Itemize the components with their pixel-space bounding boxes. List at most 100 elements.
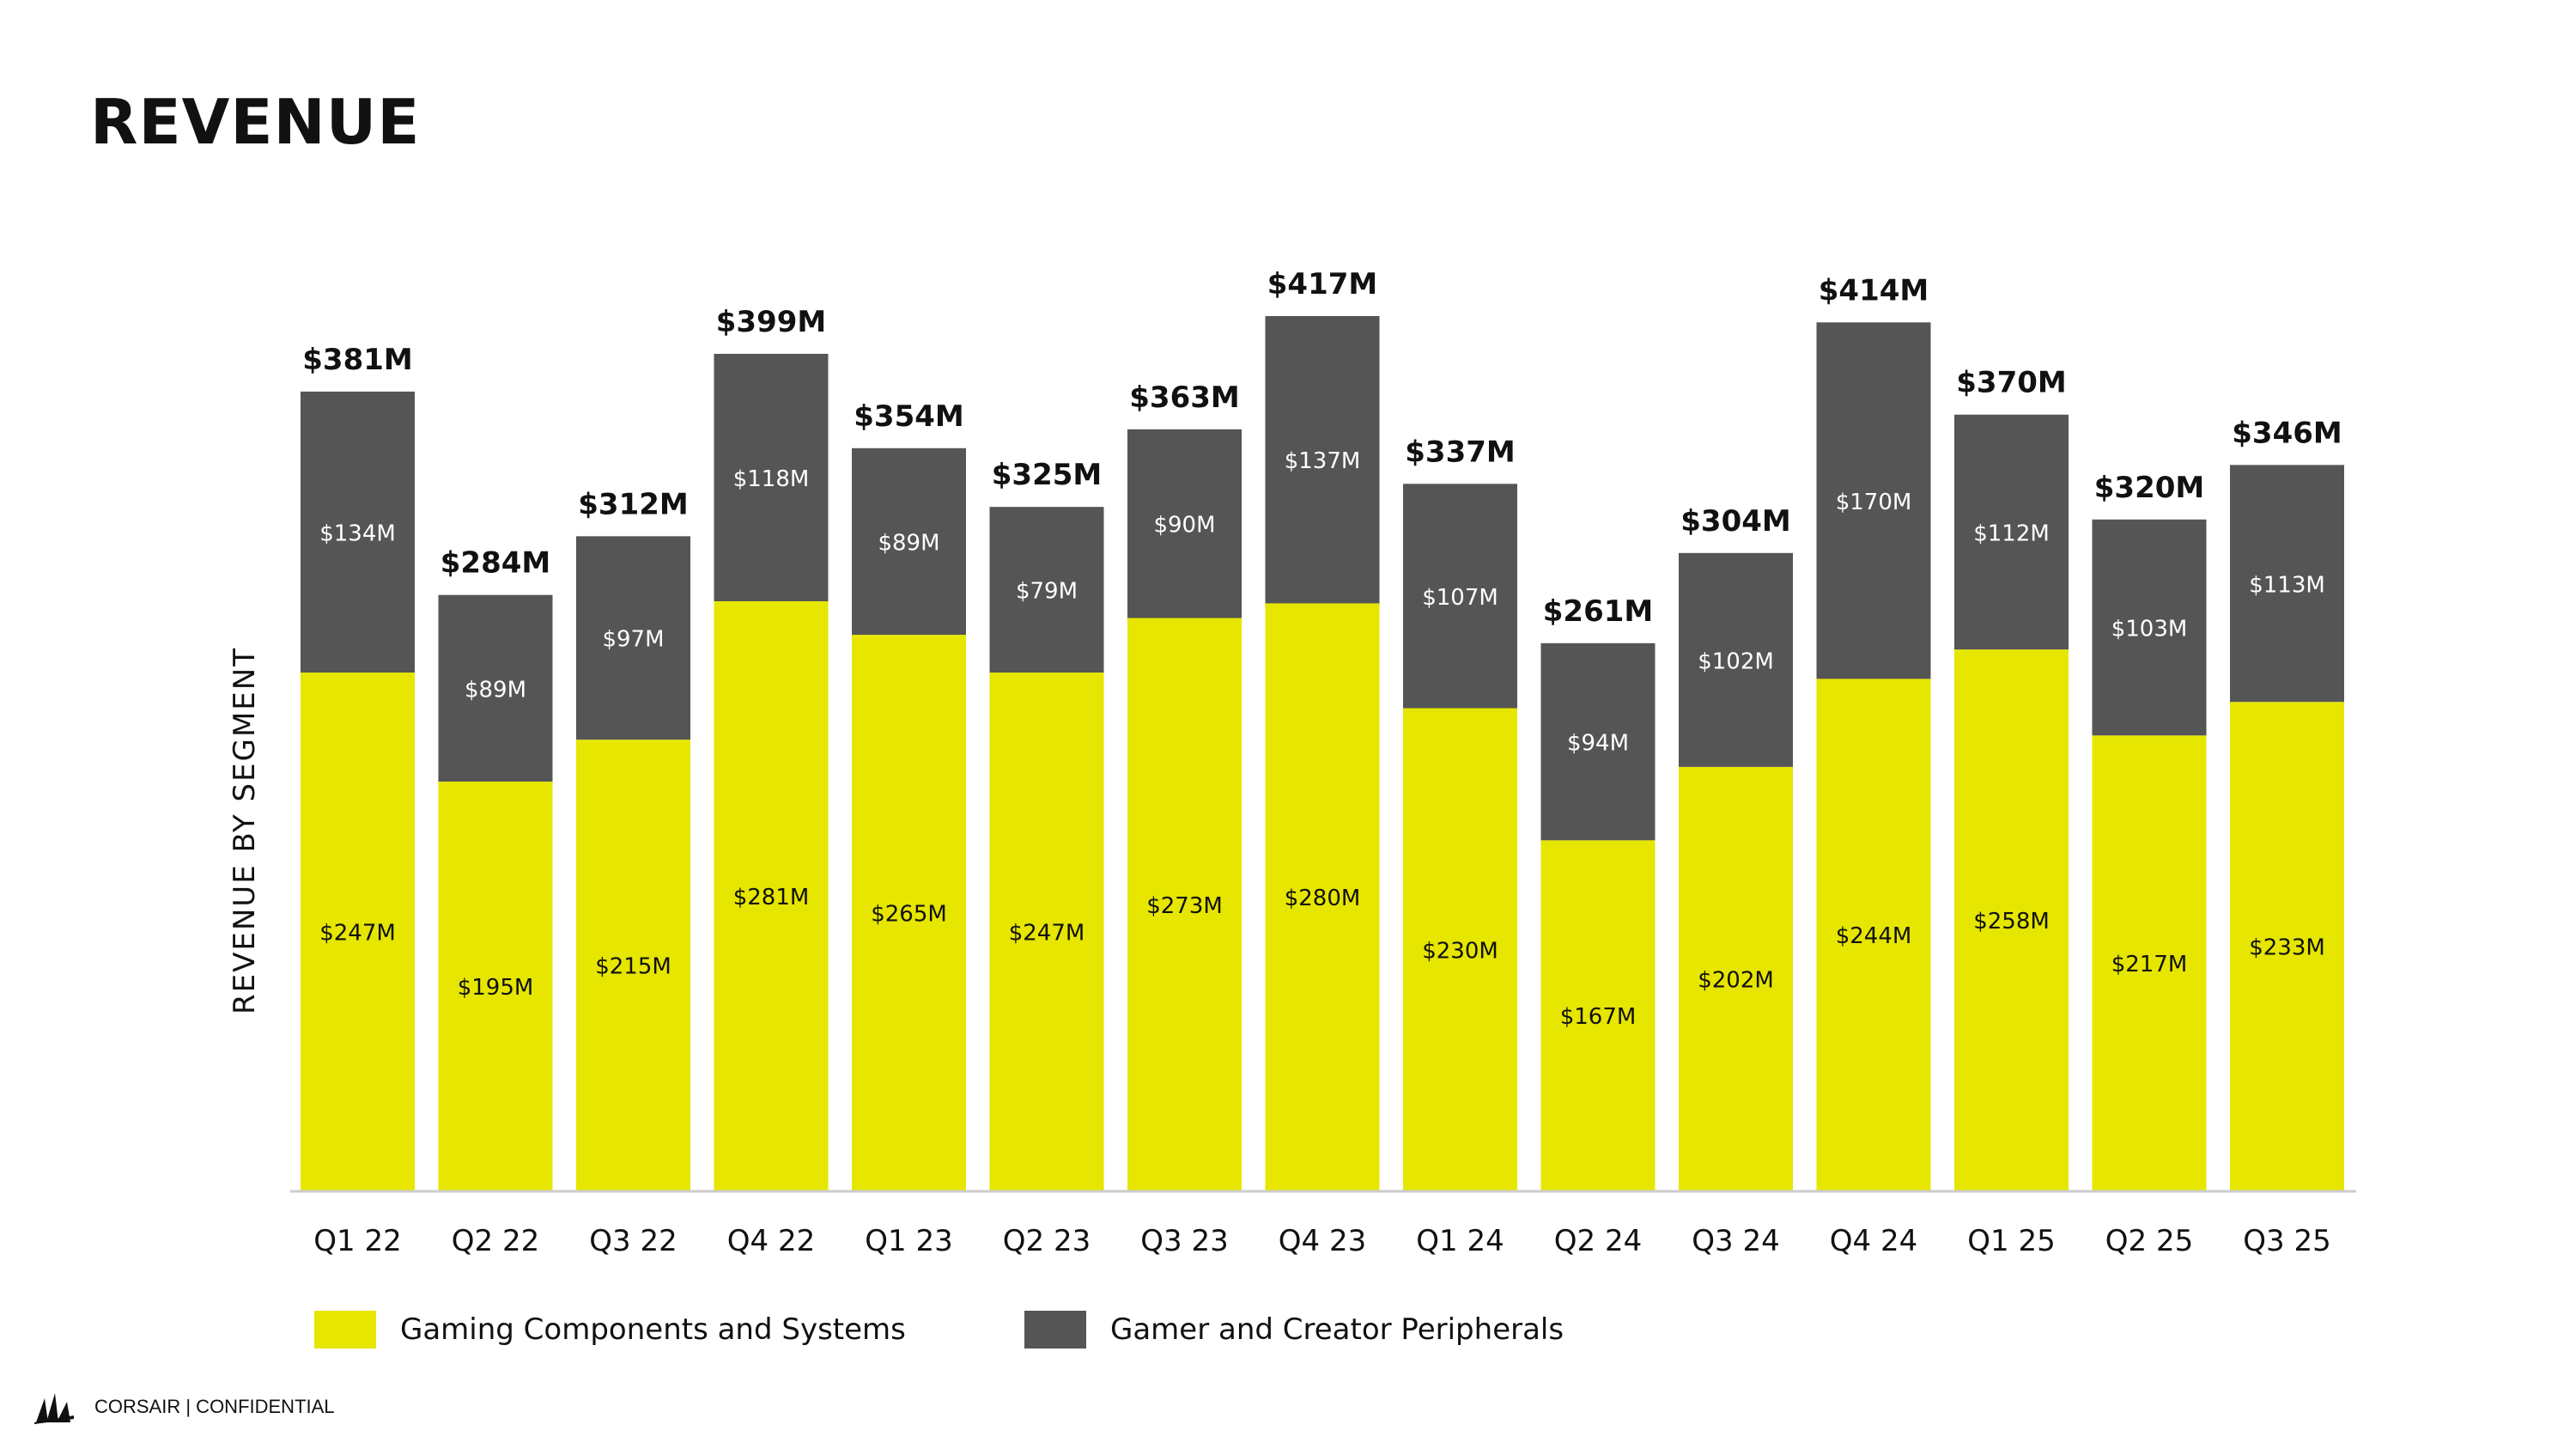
revenue-chart: REVENUE BY SEGMENT $247M $134M $381M Q1 22 $1… — [228, 267, 2356, 1258]
data-label-peripherals: $134M — [319, 521, 396, 546]
bar-peripherals — [301, 391, 415, 673]
x-tick-label: Q2 24 — [1554, 1224, 1642, 1258]
data-label-total: $320M — [2094, 471, 2204, 505]
data-label-peripherals: $89M — [878, 530, 939, 556]
x-tick-label: Q1 23 — [865, 1224, 952, 1258]
data-label-peripherals: $112M — [1973, 521, 2050, 546]
bar-peripherals — [2092, 519, 2207, 736]
bar-gaming — [301, 673, 415, 1190]
bar-peripherals — [1679, 552, 1793, 767]
data-label-total: $304M — [1680, 504, 1790, 539]
data-label-gaming: $244M — [1836, 923, 1912, 949]
x-tick-label: Q3 22 — [589, 1224, 677, 1258]
bar-gaming — [576, 740, 690, 1190]
data-label-total: $346M — [2232, 416, 2342, 450]
legend-swatch-peripherals — [1024, 1311, 1086, 1349]
data-label-gaming: $281M — [733, 885, 810, 910]
x-tick-label: Q2 23 — [1003, 1224, 1091, 1258]
data-label-gaming: $167M — [1560, 1004, 1637, 1030]
data-label-peripherals: $94M — [1567, 731, 1629, 757]
data-label-gaming: $202M — [1698, 967, 1774, 993]
bar-gaming — [714, 601, 829, 1190]
data-label-peripherals: $89M — [465, 677, 526, 703]
data-label-gaming: $230M — [1422, 938, 1498, 964]
data-label-peripherals: $118M — [733, 466, 810, 492]
bar-peripherals — [714, 353, 829, 602]
data-label-peripherals: $170M — [1836, 490, 1912, 515]
corsair-sails-icon — [34, 1393, 74, 1424]
bar-peripherals — [1540, 642, 1656, 841]
bar-gaming — [852, 635, 966, 1190]
bar-gaming — [1954, 649, 2069, 1190]
data-label-gaming: $233M — [2249, 935, 2325, 961]
x-tick-label: Q1 24 — [1416, 1224, 1504, 1258]
data-label-gaming: $217M — [2111, 952, 2188, 977]
bar-gaming — [1679, 766, 1793, 1190]
bar-peripherals — [1127, 429, 1242, 618]
data-label-peripherals: $113M — [2249, 572, 2325, 598]
bar-gaming — [1403, 708, 1517, 1190]
data-label-total: $337M — [1405, 435, 1515, 469]
data-label-peripherals: $97M — [602, 627, 664, 653]
bar-gaming — [1816, 679, 1931, 1190]
bar-gaming — [989, 673, 1104, 1190]
x-tick-label: Q3 25 — [2243, 1224, 2330, 1258]
bar-peripherals — [1403, 484, 1517, 709]
legend-swatch-gaming — [314, 1311, 376, 1349]
data-label-gaming: $247M — [1009, 921, 1085, 947]
data-label-gaming: $273M — [1146, 893, 1223, 919]
y-axis-label: REVENUE BY SEGMENT — [228, 647, 262, 1014]
bar-peripherals — [852, 447, 966, 636]
bar-peripherals — [2230, 465, 2344, 703]
x-tick-label: Q1 22 — [313, 1224, 401, 1258]
x-tick-label: Q1 25 — [1967, 1224, 2055, 1258]
bar-peripherals — [989, 507, 1104, 673]
data-label-total: $284M — [440, 546, 550, 581]
bar-peripherals — [1265, 316, 1380, 604]
data-label-gaming: $258M — [1973, 909, 2050, 935]
data-label-total: $312M — [578, 487, 688, 521]
data-label-total: $381M — [302, 343, 412, 377]
bar-gaming — [2092, 735, 2207, 1190]
footer: CORSAIR | CONFIDENTIAL — [34, 1390, 335, 1424]
data-label-total: $363M — [1129, 381, 1239, 415]
data-label-gaming: $280M — [1285, 886, 1361, 911]
data-label-peripherals: $103M — [2111, 617, 2188, 642]
bar-gaming — [1265, 603, 1380, 1190]
data-label-total: $399M — [716, 305, 826, 339]
data-label-peripherals: $79M — [1016, 579, 1078, 605]
legend-label-gaming: Gaming Components and Systems — [400, 1312, 906, 1347]
data-label-gaming: $195M — [458, 975, 534, 1001]
bar-gaming — [1540, 840, 1656, 1190]
bar-peripherals — [438, 594, 553, 782]
data-label-peripherals: $102M — [1698, 648, 1774, 674]
legend-item-peripherals: Gamer and Creator Peripherals — [1024, 1311, 1564, 1349]
data-label-gaming: $247M — [319, 921, 396, 947]
data-label-total: $414M — [1819, 273, 1929, 307]
data-label-total: $354M — [854, 399, 963, 434]
x-tick-label: Q4 22 — [727, 1224, 815, 1258]
page-title: REVENUE — [90, 86, 421, 158]
x-tick-label: Q4 24 — [1830, 1224, 1917, 1258]
x-tick-label: Q3 23 — [1140, 1224, 1228, 1258]
footer-text: CORSAIR | CONFIDENTIAL — [94, 1396, 335, 1417]
bar-peripherals — [576, 536, 690, 740]
data-label-total: $370M — [1956, 366, 2066, 400]
data-label-gaming: $215M — [595, 954, 671, 980]
bar-peripherals — [1816, 322, 1931, 679]
x-tick-label: Q3 24 — [1692, 1224, 1779, 1258]
x-tick-label: Q4 23 — [1279, 1224, 1366, 1258]
legend-label-peripherals: Gamer and Creator Peripherals — [1110, 1312, 1564, 1347]
data-label-total: $417M — [1267, 267, 1377, 301]
data-label-peripherals: $90M — [1153, 513, 1215, 539]
data-label-total: $261M — [1543, 594, 1653, 629]
x-tick-label: Q2 22 — [452, 1224, 539, 1258]
x-tick-label: Q2 25 — [2105, 1224, 2193, 1258]
data-label-gaming: $265M — [871, 902, 947, 928]
data-label-total: $325M — [992, 458, 1102, 492]
bar-peripherals — [1954, 414, 2069, 650]
bar-gaming — [2230, 702, 2344, 1190]
bar-gaming — [1127, 618, 1242, 1190]
legend-item-gaming: Gaming Components and Systems — [314, 1311, 906, 1349]
bar-gaming — [438, 781, 553, 1190]
